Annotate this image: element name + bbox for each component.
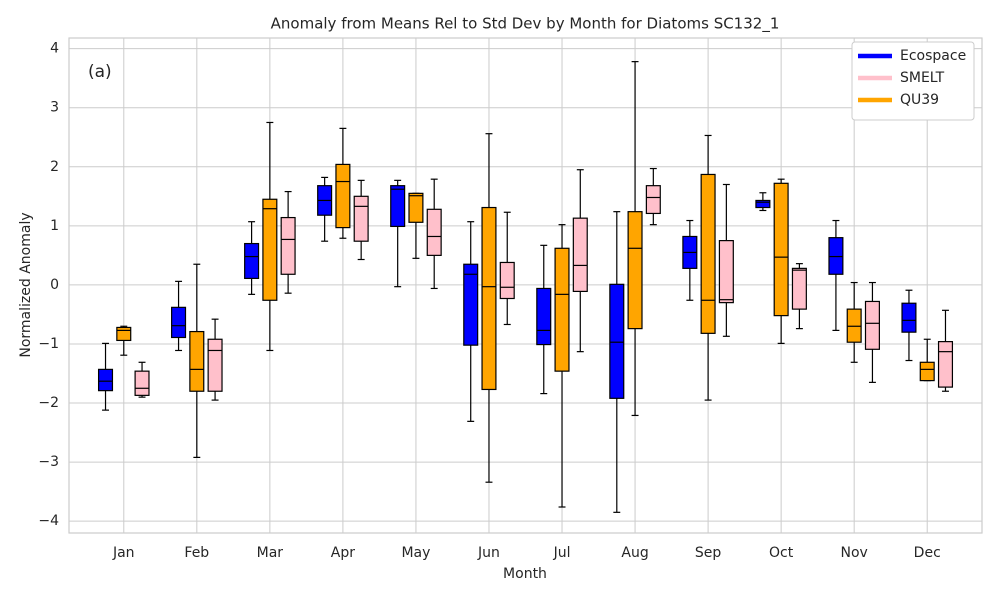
y-tick-label: −3 [38, 454, 59, 470]
legend-label: Ecospace [900, 48, 966, 64]
x-tick-label: Jan [112, 545, 135, 561]
box [280, 216, 296, 275]
x-tick-label: Sep [695, 545, 722, 561]
box [262, 198, 278, 301]
x-tick-label: May [401, 545, 430, 561]
box [390, 185, 406, 228]
box [700, 173, 716, 334]
box [353, 195, 369, 242]
y-tick-label: 3 [50, 100, 59, 116]
x-tick-label: Jul [553, 545, 571, 561]
box [97, 368, 114, 392]
x-tick-label: Nov [841, 545, 868, 561]
box [481, 206, 497, 391]
box [645, 185, 661, 215]
box [773, 182, 789, 317]
y-tick-label: −2 [38, 395, 59, 411]
x-tick-label: Apr [331, 545, 355, 561]
y-tick-label: 1 [50, 218, 59, 234]
x-tick-label: Jun [477, 545, 500, 561]
annotation: (a) [88, 62, 112, 82]
legend-label: SMELT [900, 70, 945, 86]
box [937, 341, 954, 388]
box [207, 338, 223, 392]
box [791, 267, 807, 310]
box [609, 283, 625, 399]
box [499, 261, 515, 300]
box [627, 211, 643, 330]
x-tick-label: Mar [257, 545, 284, 561]
box [463, 263, 479, 346]
box [134, 370, 150, 396]
box [408, 192, 424, 223]
box [244, 242, 260, 280]
box [171, 306, 187, 339]
x-tick-label: Feb [184, 545, 209, 561]
y-axis-label: Normalized Anomaly [18, 212, 34, 357]
plot-frame [68, 37, 983, 534]
chart-title: Anomaly from Means Rel to Std Dev by Mon… [271, 15, 780, 34]
y-tick-label: −4 [38, 513, 59, 529]
box [554, 247, 570, 372]
box [718, 240, 734, 304]
box [189, 330, 205, 392]
x-axis-label: Month [503, 566, 547, 582]
box [426, 208, 442, 256]
y-tick-label: −1 [38, 336, 59, 352]
x-tick-label: Dec [914, 545, 941, 561]
box [116, 326, 132, 342]
box [536, 287, 552, 346]
legend-label: QU39 [900, 92, 939, 108]
x-tick-label: Oct [769, 545, 794, 561]
y-tick-label: 4 [50, 41, 59, 57]
box [572, 217, 588, 293]
box [335, 163, 351, 229]
box [919, 361, 935, 382]
box [755, 199, 771, 209]
y-tick-label: 2 [50, 159, 59, 175]
x-tick-label: Aug [621, 545, 648, 561]
box [864, 300, 880, 350]
y-tick-label: 0 [50, 277, 59, 293]
box [901, 302, 917, 333]
